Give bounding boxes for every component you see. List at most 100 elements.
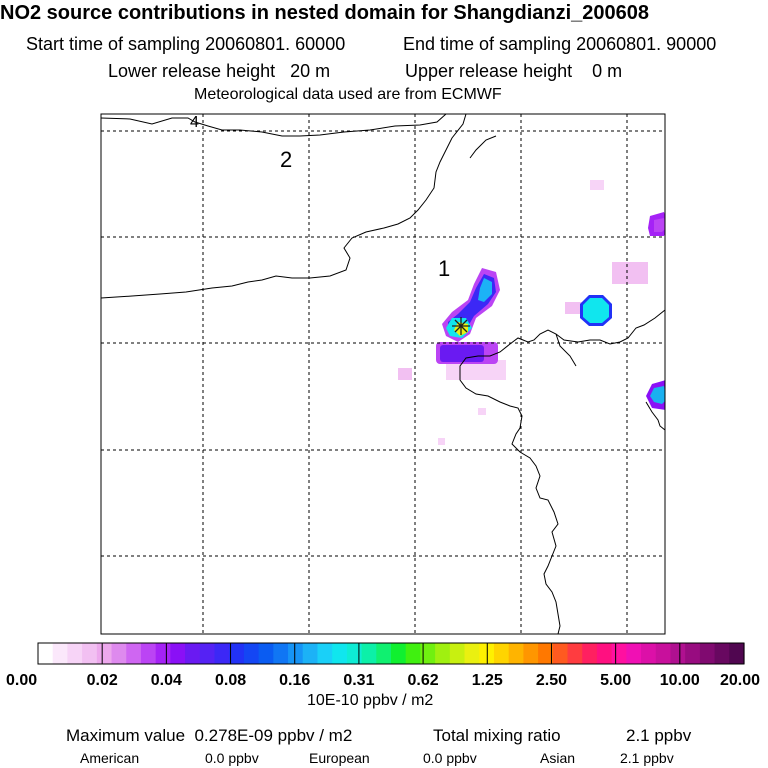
colorbar-cell	[361, 643, 377, 664]
colorbar-tick-label: 1.25	[472, 672, 503, 689]
colorbar-cell	[655, 643, 672, 664]
station-marker	[452, 317, 470, 335]
plume-trace	[590, 180, 604, 190]
meteo-source: Meteorological data used are from ECMWF	[194, 86, 502, 103]
colorbar-cell	[199, 643, 216, 664]
start-time: Start time of sampling 20060801. 60000	[26, 34, 346, 54]
asian-value: 2.1 ppbv	[620, 750, 674, 766]
colorbar-cell	[96, 643, 113, 664]
map-frame	[100, 113, 666, 635]
colorbar-tick-label: 0.02	[87, 672, 118, 689]
colorbar-cell	[38, 643, 54, 664]
colorbar-cell	[185, 643, 201, 664]
colorbar-cell	[346, 643, 363, 664]
border-line	[555, 333, 577, 367]
map-area: 1 2 4	[101, 114, 665, 634]
colorbar-cell	[670, 643, 686, 664]
colorbar-frame	[37, 642, 745, 665]
concentration-plumes	[398, 180, 665, 445]
colorbar-units: 10E-10 ppbv / m2	[307, 692, 434, 709]
coastlines-borders	[101, 114, 665, 634]
colorbar-cell	[729, 643, 745, 664]
colorbar-ticks: 0.00 0.02 0.04 0.08 0.16 0.31 0.62 1.25 2.50 5.00…	[6, 643, 760, 689]
colorbar-cell	[82, 643, 98, 664]
colorbar-tick-label: 0.62	[408, 672, 439, 689]
plume-trace	[612, 262, 648, 284]
colorbar-cell	[449, 643, 466, 664]
asian-label: Asian	[540, 750, 576, 766]
colorbar-tick-label: 0.04	[151, 672, 182, 689]
chart-title: NO2 source contributions in nested domai…	[0, 2, 650, 24]
colorbar-cell	[67, 643, 83, 664]
lower-release-height: Lower release height 20 m	[108, 61, 331, 81]
region-label-1: 1	[438, 256, 450, 281]
plume-trace	[438, 438, 445, 445]
colorbar-cell	[538, 643, 554, 664]
colorbar-cell	[170, 643, 186, 664]
total-mixing-label: Total mixing ratio	[433, 726, 561, 745]
colorbar-tick-label: 0.08	[215, 672, 246, 689]
colorbar-tick-label: 0.16	[279, 672, 310, 689]
colorbar-cell	[288, 643, 304, 664]
colorbar-cell	[685, 643, 701, 664]
colorbar-cell	[243, 643, 260, 664]
plume-trace	[565, 302, 583, 314]
colorbar-cell	[626, 643, 642, 664]
colorbar-cell	[493, 643, 510, 664]
colorbar-cell	[111, 643, 127, 664]
colorbar-tick-label: 5.00	[600, 672, 631, 689]
colorbar-cell	[699, 643, 716, 664]
colorbar-cell	[376, 643, 392, 664]
max-value: Maximum value 0.278E-09 ppbv / m2	[66, 726, 353, 745]
colorbar-cell	[273, 643, 289, 664]
colorbar-cell	[435, 643, 451, 664]
grid-lines	[101, 114, 665, 634]
european-value: 0.0 ppbv	[423, 750, 477, 766]
colorbar-cell	[405, 643, 422, 664]
colorbar-cell	[332, 643, 348, 664]
colorbar-cell	[508, 643, 524, 664]
european-label: European	[309, 750, 370, 766]
plume-blob	[583, 298, 609, 323]
plume-blob	[650, 386, 665, 404]
coastline	[645, 401, 665, 431]
colorbar-cell	[258, 643, 274, 664]
colorbar-tick-label: 2.50	[536, 672, 567, 689]
coastline	[459, 309, 665, 634]
total-mixing-value: 2.1 ppbv	[626, 726, 692, 745]
colorbar	[38, 643, 745, 664]
colorbar-cell	[596, 643, 613, 664]
end-time: End time of sampling 20060801. 90000	[403, 34, 717, 54]
colorbar-cell	[391, 643, 407, 664]
colorbar-cell	[714, 643, 730, 664]
colorbar-cell	[302, 643, 319, 664]
american-value: 0.0 ppbv	[205, 750, 259, 766]
colorbar-tick-label: 0.00	[6, 672, 37, 689]
colorbar-cell	[641, 643, 657, 664]
colorbar-tick-label: 20.00	[720, 672, 760, 689]
colorbar-cell	[52, 643, 69, 664]
colorbar-cell	[552, 643, 569, 664]
colorbar-cell	[523, 643, 539, 664]
colorbar-cell	[155, 643, 171, 664]
border-line	[101, 114, 447, 137]
border-line	[101, 114, 467, 299]
region-label-4: 4	[190, 114, 199, 131]
colorbar-cell	[229, 643, 245, 664]
colorbar-cell	[464, 643, 480, 664]
colorbar-tick-label: 10.00	[660, 672, 700, 689]
region-label-2: 2	[280, 147, 292, 172]
colorbar-cell	[567, 643, 583, 664]
colorbar-cell	[611, 643, 627, 664]
colorbar-cell	[214, 643, 230, 664]
colorbar-cell	[582, 643, 598, 664]
colorbar-cell	[126, 643, 142, 664]
american-label: American	[80, 750, 140, 766]
plume-trace	[398, 368, 412, 380]
plume-blob	[440, 345, 484, 362]
border-line	[469, 135, 497, 159]
upper-release-height: Upper release height 0 m	[405, 61, 623, 81]
colorbar-cell	[420, 643, 436, 664]
plume-blob	[654, 218, 665, 232]
